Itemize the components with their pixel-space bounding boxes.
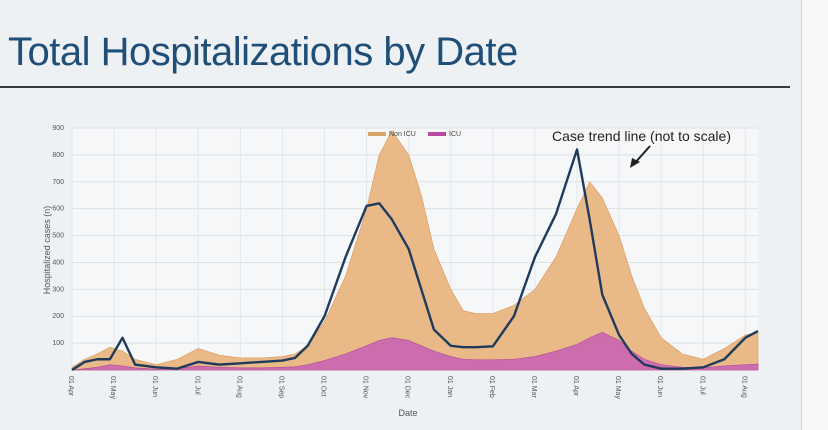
x-tick-label: 01 May (614, 376, 621, 399)
y-tick-label: 700 (52, 179, 64, 186)
series-case-trend-line (71, 148, 759, 372)
y-axis-label: Hospitalized cases (n) (42, 206, 52, 295)
x-tick-label: 01 Feb (488, 376, 495, 398)
x-tick-label: 01 Jul (698, 376, 705, 395)
x-tick-label: 01 Jan (446, 376, 453, 397)
x-tick-label: 01 May (109, 376, 116, 399)
x-tick-label: 01 Oct (320, 376, 327, 397)
x-tick-label: 01 Sep (277, 376, 284, 398)
x-tick-label: 01 Apr (67, 376, 74, 397)
x-tick-label: 01 Jul (193, 376, 200, 395)
ruler-edge (801, 0, 828, 430)
y-tick-label: 200 (52, 313, 64, 320)
y-tick-label: 600 (52, 206, 64, 213)
x-tick-label: 01 Apr (572, 376, 579, 397)
legend-entry-icu: ICU (449, 131, 461, 138)
title-divider (0, 86, 790, 88)
page-title: Total Hospitalizations by Date (8, 30, 518, 74)
legend-swatch-non-icu (368, 132, 386, 136)
x-tick-label: 01 Jun (151, 376, 158, 397)
annotation-arrow (630, 145, 651, 168)
x-axis-label: Date (398, 408, 417, 418)
x-tick-label: 01 Mar (530, 376, 537, 398)
legend-entry-non-icu: Non ICU (389, 131, 416, 138)
y-tick-label: 300 (52, 286, 64, 293)
trend-line (71, 148, 759, 372)
legend: Non ICU ICU (368, 131, 461, 138)
x-tick-label: 01 Aug (235, 376, 242, 398)
x-tick-label: 01 Dec (404, 376, 411, 399)
y-tick-label: 100 (52, 340, 64, 347)
series-non-icu-area (71, 130, 759, 371)
x-tick-label: 01 Jun (656, 376, 663, 397)
y-tick-label: 900 (52, 125, 64, 132)
annotation-arrow-head (630, 158, 640, 168)
x-tick-label: 01 Aug (740, 376, 747, 398)
x-tick-label: 01 Nov (362, 376, 369, 399)
trend-annotation: Case trend line (not to scale) (552, 128, 731, 144)
y-tick-label: 800 (52, 152, 64, 159)
y-tick-label: 500 (52, 233, 64, 240)
y-tick-label: 400 (52, 259, 64, 266)
x-tick-labels: 01 Apr 01 May 01 Jun 01 Jul 01 Aug 01 Sep 01 O… (67, 376, 747, 399)
legend-swatch-icu (428, 132, 446, 136)
y-tick-labels: 100 200 300 400 500 600 700 800 900 (52, 125, 64, 347)
